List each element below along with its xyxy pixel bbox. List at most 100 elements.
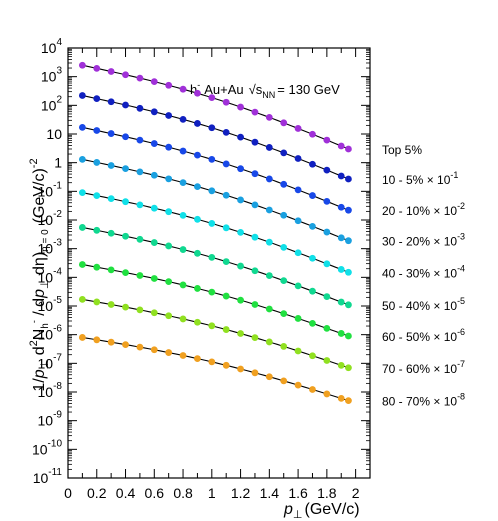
data-point — [165, 112, 173, 119]
data-point — [280, 149, 288, 157]
data-point — [194, 249, 201, 257]
data-point — [93, 95, 101, 103]
y-axis-label: 1/p⊥ d2Nh- / dp⊥ dη)η = 0(GeV/c)-2 — [28, 158, 51, 391]
series-label: 70 - 60% × 10-7 — [382, 359, 465, 376]
data-point — [179, 352, 187, 359]
data-point — [165, 208, 173, 216]
series-label: 10 - 5% × 10-1 — [382, 170, 458, 187]
data-point — [150, 309, 158, 317]
fit-curve — [82, 298, 349, 369]
data-point — [345, 301, 352, 309]
data-point — [165, 312, 173, 320]
y-tick-label: 10-3 — [38, 238, 63, 257]
x-axis-label: p⊥ (GeV/c) — [283, 501, 360, 521]
data-point — [122, 341, 129, 349]
y-tick-label: 102 — [41, 94, 63, 113]
data-point — [107, 338, 115, 346]
data-point — [165, 278, 173, 286]
data-point — [345, 145, 352, 153]
data-point — [294, 186, 302, 194]
y-tick-label: 10-1 — [38, 180, 63, 199]
data-point — [237, 228, 244, 236]
data-point — [251, 369, 259, 377]
fit-curve — [82, 192, 349, 273]
data-point — [136, 168, 144, 176]
data-point — [309, 352, 316, 360]
data-point — [93, 298, 101, 306]
data-point — [208, 220, 216, 227]
data-point — [122, 165, 129, 173]
data-point — [107, 195, 115, 203]
data-point — [280, 180, 288, 188]
data-point — [265, 305, 273, 313]
data-point — [251, 170, 259, 178]
data-point — [237, 296, 244, 304]
x-tick-label: 0.8 — [173, 485, 193, 501]
data-point — [280, 277, 288, 285]
fit-curve — [82, 158, 349, 242]
data-point — [179, 315, 187, 323]
y-tick-label: 10-11 — [33, 467, 63, 486]
y-tick-label: 10-6 — [38, 324, 63, 343]
data-point — [78, 92, 86, 99]
data-point — [107, 98, 115, 106]
data-point — [294, 155, 302, 162]
data-point — [122, 303, 129, 311]
data-point — [179, 179, 187, 187]
data-point — [222, 160, 230, 168]
data-point — [345, 175, 352, 183]
data-point — [122, 232, 129, 240]
x-tick-label: 1.8 — [317, 485, 337, 501]
x-tick-label: 1.2 — [231, 485, 251, 501]
series-label: 60 - 50% × 10-6 — [382, 327, 465, 344]
data-point — [222, 292, 230, 300]
data-point — [280, 244, 288, 251]
data-point — [150, 140, 158, 147]
data-point — [208, 155, 216, 163]
data-point — [78, 295, 86, 303]
data-point — [323, 260, 331, 268]
data-point — [345, 237, 352, 245]
data-point — [194, 120, 201, 127]
data-point — [222, 258, 230, 265]
y-tick-label: 1 — [54, 155, 62, 171]
data-point — [107, 162, 115, 169]
data-point — [309, 192, 316, 199]
data-point — [194, 215, 201, 223]
data-point — [179, 115, 187, 123]
data-point — [251, 301, 259, 308]
data-point — [323, 166, 331, 174]
data-point — [237, 165, 244, 173]
y-tick-label: 103 — [41, 66, 63, 85]
data-point — [222, 224, 230, 232]
series-label: 40 - 30% × 10-4 — [382, 263, 465, 280]
data-point — [237, 330, 244, 337]
data-point — [208, 288, 216, 296]
data-point — [208, 358, 216, 366]
data-point — [251, 334, 259, 342]
data-point — [294, 381, 302, 389]
series-label: 20 - 10% × 10-2 — [382, 201, 465, 218]
data-point — [323, 357, 331, 364]
data-point — [337, 266, 345, 273]
data-point — [237, 196, 244, 204]
y-tick-label: 10 — [46, 126, 62, 142]
data-point — [194, 89, 201, 97]
x-tick-label: 1 — [208, 485, 216, 501]
y-tick-label: 10-2 — [38, 209, 63, 228]
data-point — [93, 192, 101, 200]
data-point — [309, 222, 316, 230]
data-point — [194, 355, 201, 362]
data-point — [294, 282, 302, 290]
data-point — [208, 253, 216, 261]
data-point — [309, 386, 316, 393]
data-point — [122, 269, 129, 277]
data-point — [208, 94, 216, 102]
data-point — [136, 306, 144, 314]
data-point — [337, 234, 345, 242]
x-tick-label: 2 — [352, 485, 360, 501]
data-point — [107, 266, 115, 274]
data-point — [309, 319, 316, 327]
data-point — [265, 206, 273, 214]
